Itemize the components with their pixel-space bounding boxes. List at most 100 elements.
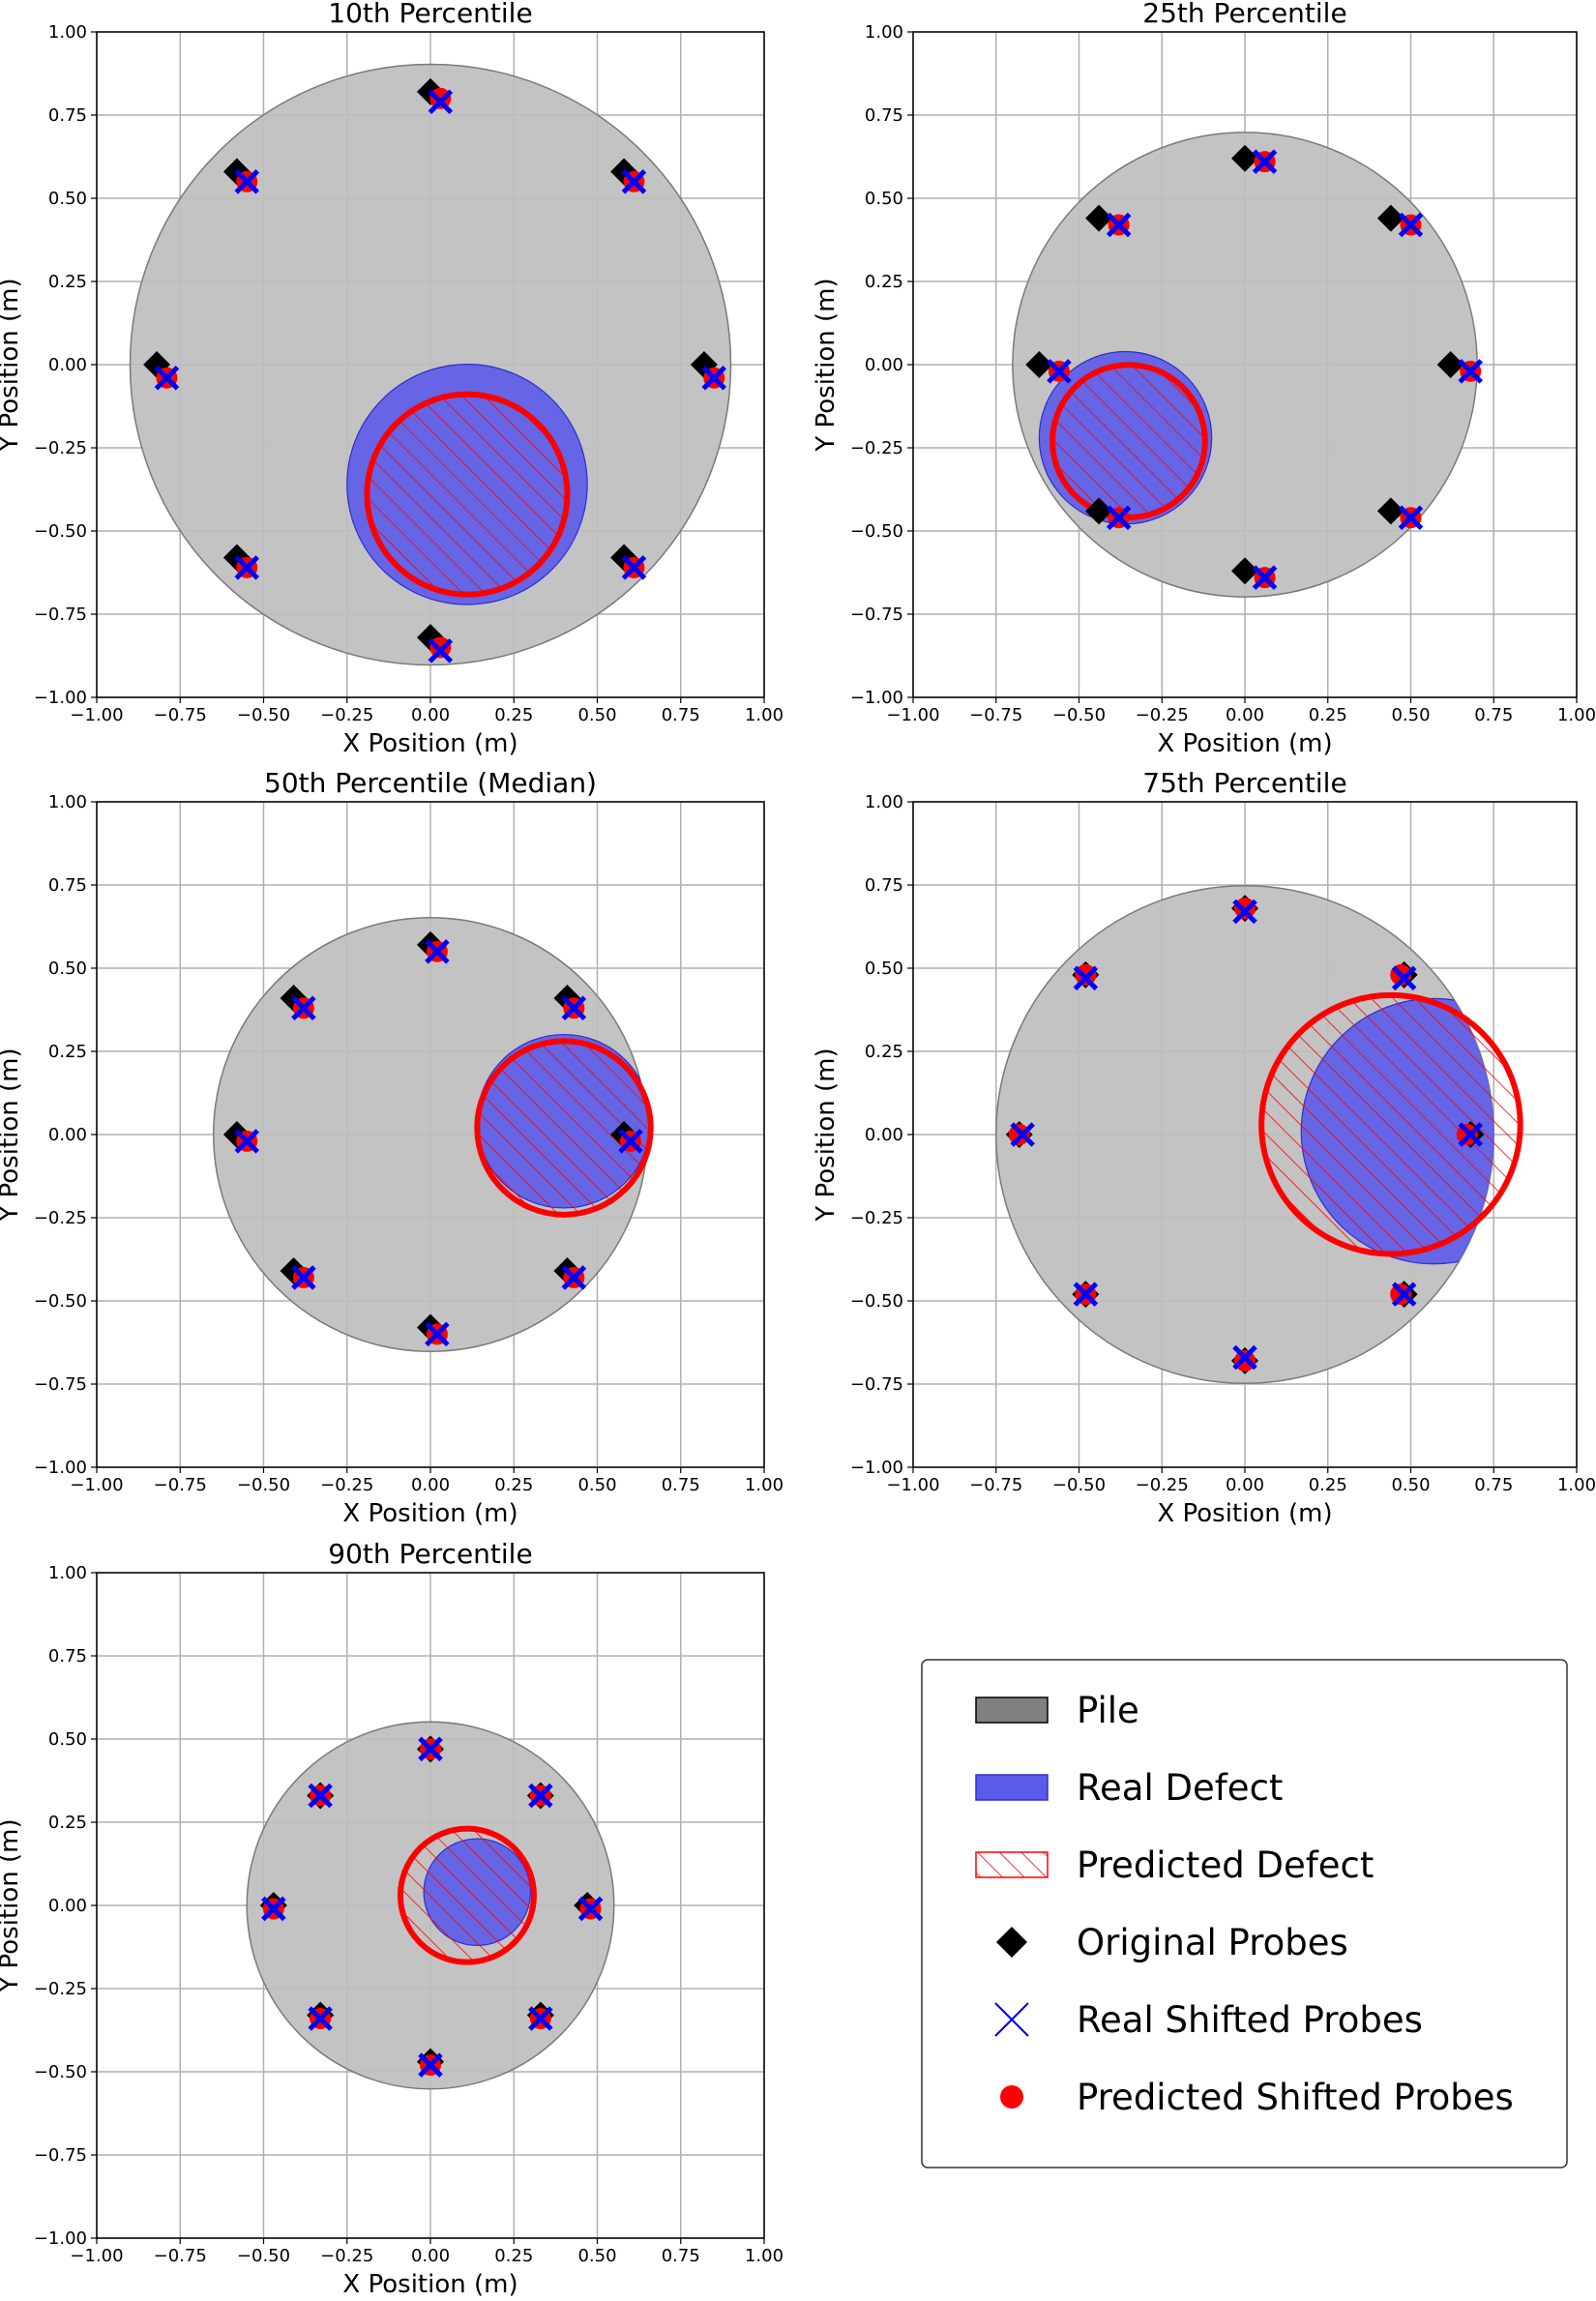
x-tick-label: −1.00 [886,705,939,725]
x-stroke [428,89,454,115]
y-tick-label: −0.75 [850,1374,903,1395]
y-tick-label: −0.25 [34,1208,87,1228]
chart-panel-3: −1.00−1.00 −0.75 −0.75 −0.50 −0.50 −0.25 −0.25… [0,767,783,1528]
y-tick-label: 0.50 [48,189,87,209]
y-axis-label: Y Position (m) [812,1047,841,1222]
real-shifted-probe-marker [621,555,647,580]
x-tick-label: 0.50 [577,705,616,725]
real-shifted-probe-marker [428,89,454,115]
real-shifted-probe-marker [425,1321,450,1347]
x-tick-label: 0.50 [1391,1475,1430,1495]
y-tick-label: 0.25 [48,272,87,292]
chart-panel-5: −1.00−1.00 −0.75 −0.75 −0.50 −0.50 −0.25 −0.25… [0,1538,783,2299]
x-stroke [1252,149,1278,174]
x-tick-label: 0.75 [662,1475,700,1495]
x-stroke [308,1783,333,1809]
x-stroke [621,555,647,580]
y-tick-label: 0.75 [48,875,87,896]
legend: Pile Real Defect Predicted Defect Original … [921,1659,1568,2168]
real-defect-legend-icon [975,1774,1049,1801]
predicted-defect-legend-icon [975,1851,1049,1878]
x-stroke [1106,505,1132,531]
x-stroke [154,365,180,391]
legend-entry: Original Probes [996,1922,1348,1963]
y-tick-label: −0.50 [850,521,903,542]
x-tick-label: 0.75 [662,705,700,725]
x-stroke [1073,1282,1099,1307]
real-shifted-probe-marker [528,2006,553,2031]
x-tick-label: −1.00 [70,2246,123,2266]
x-tick-label: 1.00 [745,2246,783,2266]
real-shifted-probe-marker [1232,899,1257,925]
y-tick-label: −0.75 [34,1374,87,1395]
x-stroke [1458,359,1484,384]
x-stroke [1252,565,1278,590]
y-tick-label: 0.00 [865,355,903,375]
legend-entry: Pile [975,1690,1139,1731]
x-tick-label: 0.00 [1226,1475,1264,1495]
chart-panel-2: −1.00−1.00 −0.75 −0.75 −0.50 −0.50 −0.25 −0.25… [812,0,1596,758]
original-probe-marker [1231,557,1258,585]
y-tick-label: −0.75 [34,605,87,625]
y-axis-label: Y Position (m) [812,278,841,452]
real-shifted-probe-marker [1252,565,1278,590]
y-tick-label: 1.00 [48,22,87,43]
x-tick-label: −0.25 [320,2246,373,2266]
y-tick-label: 0.25 [865,272,903,292]
y-tick-label: 0.50 [865,189,903,209]
x-stroke [291,1265,316,1290]
panel-title: 25th Percentile [1142,0,1346,29]
x-stroke [418,2052,443,2078]
original-probe-marker [1376,497,1404,525]
dot-legend-icon [1000,2085,1023,2109]
x-axis-label: X Position (m) [1157,729,1332,758]
x-tick-label: −0.75 [969,1475,1022,1495]
y-tick-label: 1.00 [865,792,903,812]
x-tick-label: 0.25 [494,705,533,725]
real-shifted-probe-marker [308,1783,333,1809]
x-stroke [261,1896,286,1922]
x-tick-label: 0.50 [577,1475,616,1495]
x-tick-label: −0.50 [1052,705,1106,725]
x-stroke [425,939,450,964]
legend-label: Predicted Defect [1077,1844,1374,1886]
y-tick-label: −0.25 [850,438,903,458]
x-stroke [291,995,316,1021]
x-axis-label: X Position (m) [1157,1499,1332,1528]
real-shifted-probe-marker [234,555,260,580]
predicted-defect-circle [1258,991,1523,1257]
real-shifted-probe-marker [1073,965,1099,991]
x-tick-label: 1.00 [745,705,783,725]
x-tick-label: 1.00 [1557,705,1596,725]
y-tick-label: −0.50 [34,1291,87,1312]
legend-frame [921,1659,1568,2168]
real-shifted-probe-marker [577,1896,604,1922]
x-tick-label: 0.50 [1391,705,1430,725]
x-stroke [561,995,587,1021]
real-shifted-probe-marker [1232,1344,1257,1371]
y-tick-label: −1.00 [34,2228,87,2249]
real-shifted-probe-marker [291,995,316,1021]
y-tick-label: −0.50 [34,2062,87,2082]
x-stroke [621,169,647,194]
y-tick-label: 1.00 [865,22,903,43]
diamond-legend-icon [996,1927,1027,1958]
panel-title: 50th Percentile (Median) [264,767,597,799]
y-tick-label: 0.50 [48,959,87,979]
x-stroke [528,1783,553,1809]
x-stroke [1391,1282,1417,1307]
real-shifted-probe-marker [561,1265,587,1290]
real-shifted-probe-marker [1391,965,1417,991]
x-axis-label: X Position (m) [342,2270,517,2299]
x-tick-label: −0.50 [237,1475,290,1495]
real-shifted-probe-marker [618,1129,643,1154]
x-stroke [308,2006,333,2031]
real-shifted-probe-marker [528,1783,553,1809]
x-tick-label: 0.00 [411,705,450,725]
x-stroke [1458,1122,1484,1147]
x-tick-label: 1.00 [1557,1475,1596,1495]
real-shifted-probe-marker [261,1896,286,1922]
original-probe-marker [1436,351,1464,378]
predicted-defect-circle [364,391,571,598]
pile-legend-icon [975,1696,1049,1724]
